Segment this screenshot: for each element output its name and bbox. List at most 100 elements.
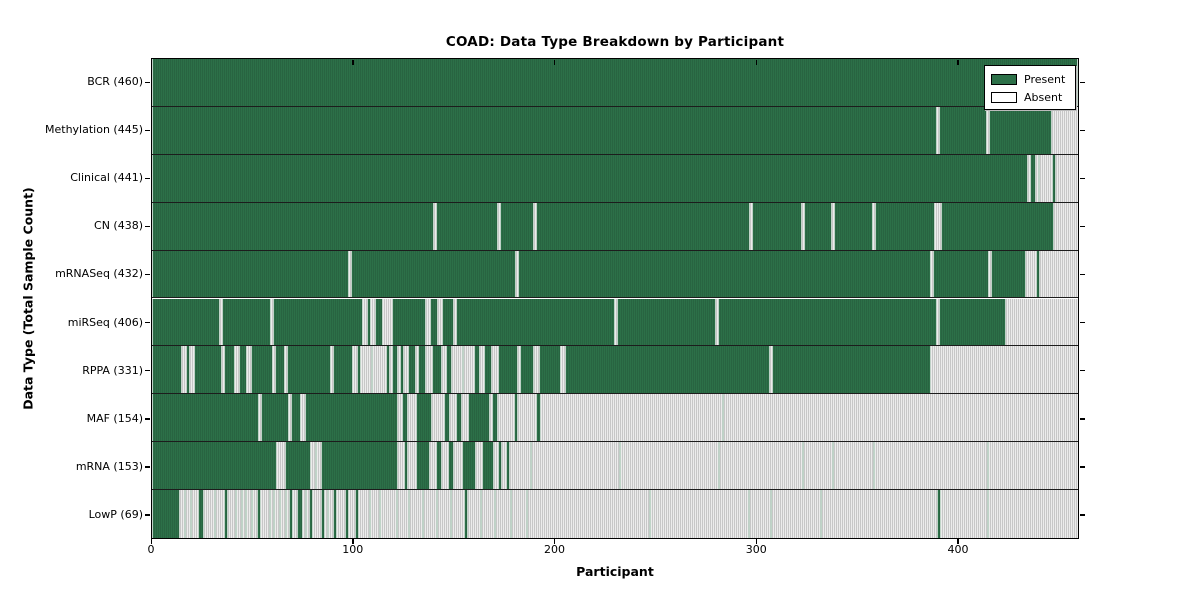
ytick-label-miRSeq: miRSeq (406) (67, 315, 143, 329)
row-RPPA (152, 346, 1078, 395)
present-segment (327, 490, 330, 538)
present-segment (455, 298, 615, 346)
ytick-label-LowP: LowP (69) (88, 507, 143, 521)
xtick-label-0: 0 (147, 543, 155, 556)
present-segment (447, 442, 454, 490)
present-segment (751, 202, 803, 250)
ytick-label-Methylation: Methylation (445) (45, 123, 143, 137)
present-segment (284, 490, 287, 538)
present-segment (234, 490, 237, 538)
tick-mark (145, 129, 150, 131)
present-segment (872, 442, 875, 490)
present-segment (520, 346, 535, 394)
ytick-label-Clinical: Clinical (441) (70, 171, 143, 185)
present-segment (321, 490, 326, 538)
present-segment (500, 202, 535, 250)
row-mRNA (152, 442, 1078, 491)
tick-mark (553, 60, 556, 65)
present-segment (333, 490, 338, 538)
present-segment (194, 346, 223, 394)
present-segment (421, 490, 424, 538)
present-segment (941, 202, 1054, 250)
present-segment (498, 442, 503, 490)
present-segment (357, 346, 362, 394)
tick-mark (1080, 322, 1085, 324)
present-segment (152, 59, 1078, 106)
present-segment (429, 298, 438, 346)
y-axis-label: Data Type (Total Sample Count) (20, 187, 36, 410)
present-segment (371, 346, 374, 394)
present-segment (564, 346, 770, 394)
row-BCR (152, 59, 1078, 107)
tick-mark (755, 60, 757, 65)
present-segment (309, 490, 314, 538)
present-segment (530, 442, 533, 490)
present-segment (937, 490, 942, 538)
present-segment (435, 202, 499, 250)
present-segment (152, 106, 938, 154)
present-segment (484, 346, 493, 394)
present-segment (514, 394, 519, 442)
tick-mark (1080, 177, 1085, 180)
present-segment (152, 250, 350, 298)
ytick-label-MAF: MAF (154) (86, 411, 143, 425)
ytick-label-RPPA: RPPA (331) (82, 363, 143, 377)
tick-mark (957, 60, 959, 65)
present-segment (379, 490, 382, 538)
present-segment (278, 490, 281, 538)
xtick-label-400: 400 (947, 543, 969, 556)
present-segment (619, 442, 622, 490)
present-segment (435, 490, 438, 538)
present-segment (224, 346, 235, 394)
present-segment (288, 490, 293, 538)
present-segment (1035, 250, 1040, 298)
present-segment (772, 346, 932, 394)
present-segment (804, 202, 833, 250)
ytick-label-CN: CN (438) (94, 219, 143, 233)
present-segment (462, 442, 477, 490)
present-segment (401, 394, 408, 442)
present-segment (321, 442, 398, 490)
present-segment (284, 442, 312, 490)
present-segment (435, 442, 442, 490)
present-segment (441, 298, 454, 346)
row-Methylation (152, 106, 1078, 155)
present-segment (260, 394, 289, 442)
tick-mark (145, 81, 150, 83)
present-segment (494, 490, 497, 538)
present-segment (820, 490, 823, 538)
present-segment (391, 346, 398, 394)
present-segment (214, 490, 217, 538)
present-segment (464, 490, 469, 538)
present-segment (391, 298, 426, 346)
present-segment (345, 490, 350, 538)
present-segment (304, 490, 307, 538)
present-segment (272, 298, 364, 346)
tick-mark (1080, 273, 1085, 276)
present-segment (445, 346, 452, 394)
present-segment (415, 394, 432, 442)
present-segment (721, 394, 724, 442)
present-segment (536, 202, 750, 250)
tick-mark (145, 273, 150, 276)
present-segment (240, 490, 243, 538)
present-segment (834, 202, 873, 250)
present-segment (351, 250, 517, 298)
present-segment (272, 490, 275, 538)
present-segment (770, 490, 772, 538)
present-segment (987, 490, 990, 538)
present-segment (617, 298, 716, 346)
present-segment (417, 346, 426, 394)
xtick-label-200: 200 (543, 543, 565, 556)
present-segment (152, 202, 434, 250)
tick-mark (145, 370, 150, 372)
ytick-label-mRNASeq: mRNASeq (432) (55, 267, 143, 281)
present-segment (462, 346, 464, 394)
present-segment (455, 394, 462, 442)
legend-absent-label: Absent (1024, 90, 1063, 104)
tick-mark (1080, 81, 1085, 83)
tick-mark (145, 177, 150, 180)
ytick-label-mRNA: mRNA (153) (75, 459, 143, 473)
present-segment (989, 106, 1052, 154)
